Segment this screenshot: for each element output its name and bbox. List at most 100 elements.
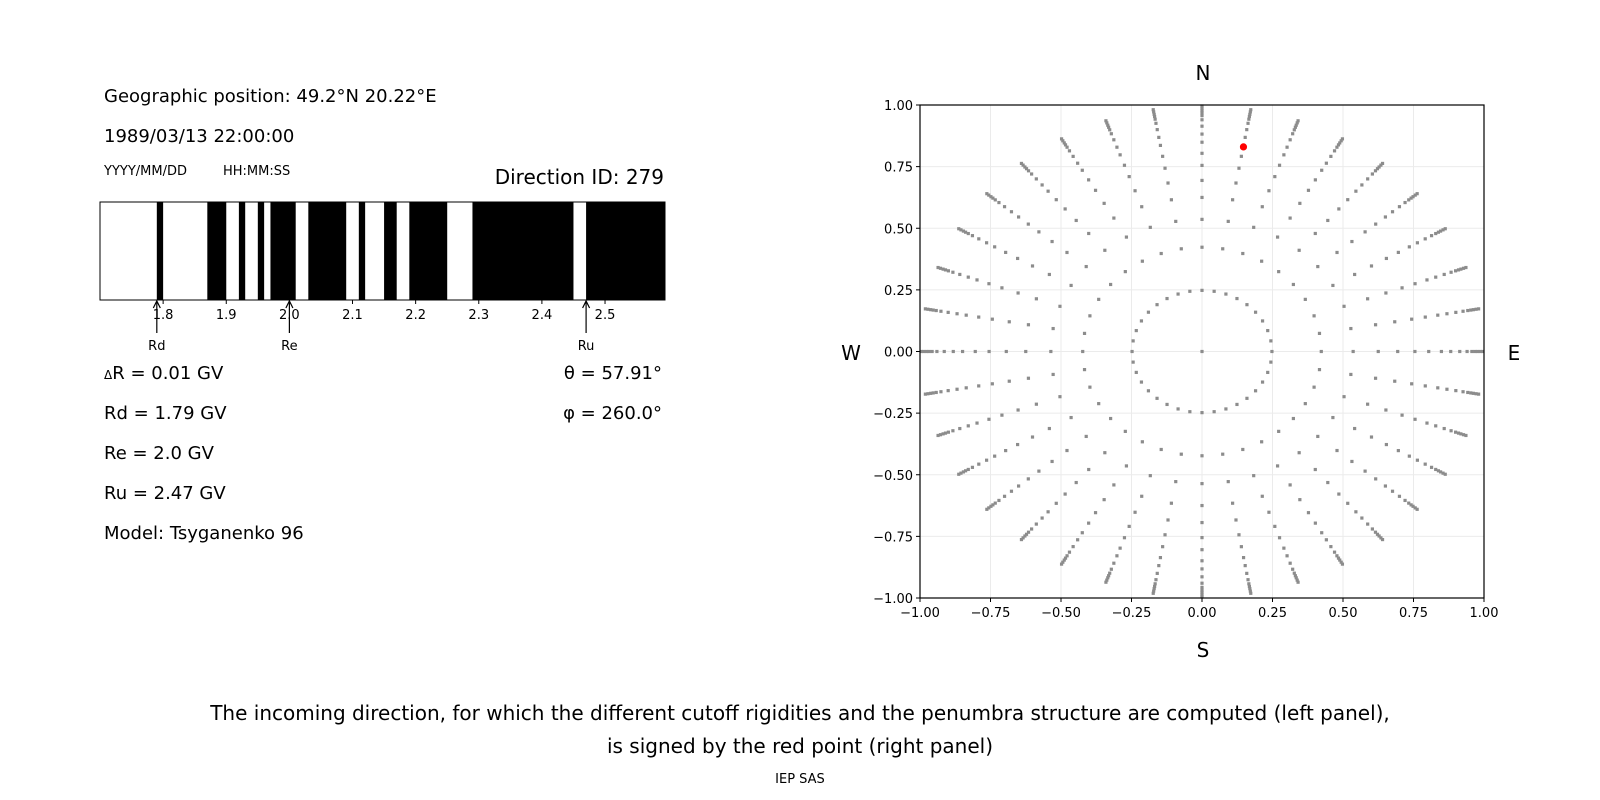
direction-point	[1275, 464, 1280, 468]
direction-point	[1200, 567, 1204, 571]
direction-point	[939, 390, 943, 394]
direction-point	[1063, 207, 1067, 211]
direction-point	[1040, 183, 1044, 187]
direction-point	[1065, 554, 1069, 558]
direction-point	[1026, 376, 1031, 380]
direction-point	[1200, 118, 1204, 122]
direction-point	[951, 429, 955, 433]
direction-point	[1021, 163, 1025, 167]
direction-point	[997, 200, 1001, 205]
y-tick-label: −0.75	[873, 530, 913, 545]
direction-point	[1249, 591, 1253, 595]
direction-point	[1200, 559, 1204, 563]
direction-point	[1383, 484, 1388, 488]
direction-point	[1200, 140, 1204, 144]
direction-point	[1403, 200, 1407, 205]
direction-point	[1188, 289, 1192, 293]
direction-point	[1454, 310, 1458, 314]
direction-point	[958, 426, 962, 431]
direction-point	[1354, 510, 1358, 514]
direction-point	[1148, 474, 1152, 478]
direction-point	[1163, 166, 1167, 170]
direction-point	[1252, 225, 1256, 229]
direction-point	[1024, 349, 1028, 354]
direction-point	[1174, 480, 1178, 484]
direction-point	[1200, 151, 1204, 155]
direction-point	[1123, 429, 1127, 433]
direction-point	[1200, 536, 1204, 540]
direction-point	[951, 270, 955, 274]
direction-point	[1249, 108, 1253, 112]
direction-point	[1243, 135, 1247, 139]
direction-point	[1155, 128, 1159, 132]
direction-point	[1235, 296, 1239, 301]
direction-point	[1313, 231, 1317, 236]
direction-point	[1074, 480, 1078, 485]
direction-point	[1465, 349, 1469, 354]
direction-point	[963, 469, 968, 473]
direction-point	[1224, 407, 1228, 411]
direction-point	[1436, 313, 1440, 317]
direction-point	[1397, 494, 1402, 498]
direction-point	[1140, 205, 1144, 209]
direction-point	[1324, 161, 1328, 165]
direction-point	[1471, 391, 1475, 395]
direction-point	[1112, 561, 1116, 565]
direction-point	[970, 465, 975, 469]
direction-point	[1200, 575, 1204, 579]
delta-symbol: Δ	[104, 368, 113, 382]
direction-point	[1439, 229, 1443, 233]
direction-point	[1449, 270, 1453, 274]
direction-point	[1087, 467, 1091, 472]
direction-point	[1004, 448, 1008, 453]
direction-point	[1377, 534, 1381, 538]
direction-point	[1034, 522, 1038, 526]
direction-point	[1409, 503, 1413, 507]
direction-point	[1243, 564, 1247, 568]
direction-point	[946, 310, 950, 314]
direction-point	[1413, 506, 1417, 510]
bar-frame	[99, 201, 666, 301]
direction-point	[1076, 538, 1080, 542]
direction-point	[1324, 538, 1328, 542]
direction-point	[938, 433, 943, 437]
direction-point	[929, 391, 933, 395]
forbidden-band	[358, 202, 366, 300]
direction-point	[1106, 123, 1110, 127]
direction-point	[1200, 178, 1204, 183]
theta-value: θ = 57.91°	[563, 363, 662, 384]
direction-point	[1007, 320, 1011, 324]
direction-point	[938, 266, 943, 270]
direction-point	[1335, 554, 1339, 558]
direction-point	[1317, 368, 1322, 372]
direction-point	[1026, 169, 1031, 173]
direction-point	[1109, 567, 1113, 571]
direction-point	[1291, 132, 1295, 136]
direction-point	[1411, 504, 1415, 508]
direction-point	[1071, 545, 1075, 549]
direction-point	[935, 349, 939, 354]
direction-point	[1200, 349, 1204, 354]
direction-point	[1260, 440, 1264, 444]
direction-point	[1413, 349, 1417, 354]
direction-point	[985, 507, 989, 511]
direction-point	[1384, 291, 1388, 295]
direction-id: Direction ID: 279	[494, 165, 664, 189]
direction-point	[1155, 396, 1159, 400]
direction-point	[1267, 189, 1271, 193]
direction-point	[1293, 574, 1297, 578]
direction-point	[1061, 560, 1065, 564]
direction-point	[1429, 465, 1434, 469]
caption-line-2: is signed by the red point (right panel)	[606, 734, 994, 758]
direction-point	[1380, 161, 1385, 166]
direction-point	[1374, 477, 1378, 481]
direction-point	[1339, 139, 1343, 143]
direction-point	[926, 307, 930, 311]
direction-point	[1200, 482, 1204, 486]
direction-point	[1046, 189, 1050, 193]
direction-point	[1384, 256, 1388, 261]
direction-scatter-plot: −1.00 −0.75 −0.50 −0.25 0.00 0.25 0.50 0.75 1.00…	[841, 61, 1520, 662]
direction-point	[1002, 205, 1007, 209]
compass-north-label: N	[1196, 61, 1211, 85]
